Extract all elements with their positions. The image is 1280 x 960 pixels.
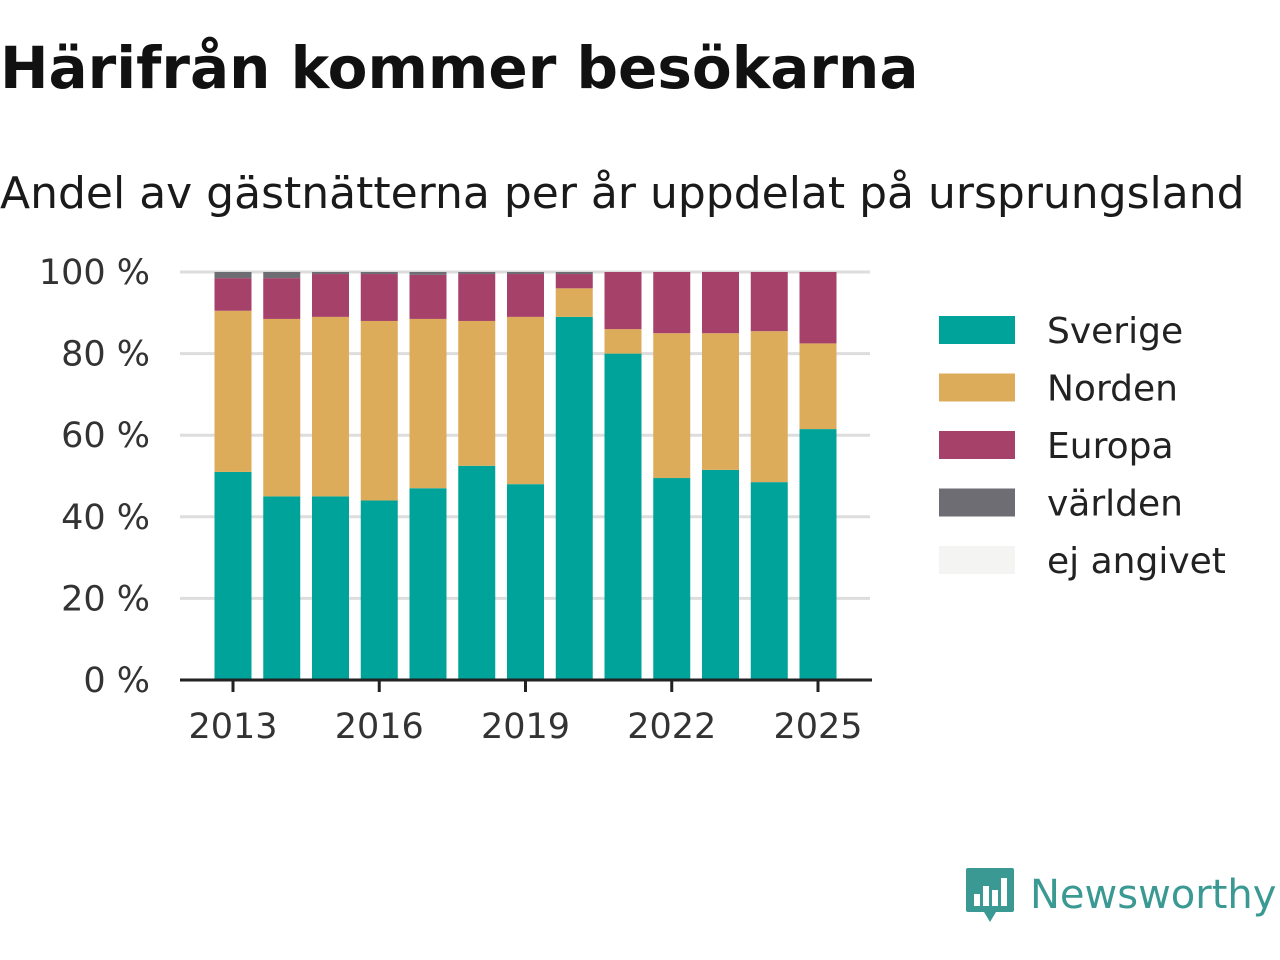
newsworthy-logo-icon [966,868,1014,922]
y-tick-label: 40 % [61,498,150,538]
bar-segment-Sverige [409,488,447,680]
bar-segment-Sverige [263,496,301,680]
bar-segment-världen [409,272,447,275]
bar-segment-världen [312,272,349,275]
bar-segment-Norden [507,316,544,485]
bar-segment-Europa [604,272,642,330]
bar-segment-Europa [263,278,301,319]
axes: 0 % 20 % 40 % 60 % 80 % 100 % 2013 2016 2019 2022… [39,253,872,747]
legend-swatch [939,546,1015,574]
bar-segment-Europa [507,274,544,317]
y-tick-label: 80 % [61,335,150,375]
y-tick-label: 20 % [61,579,150,619]
y-tick-label: 0 % [83,661,150,701]
bar-segment-Norden [799,343,837,430]
y-tick-label: 60 % [61,416,150,456]
bar-segment-Norden [263,318,301,497]
bar-segment-Norden [555,288,593,317]
legend-label: Sverige [1047,311,1183,352]
y-tick-label: 100 % [39,253,150,293]
bar-segment-världen [360,272,398,275]
bar-segment-Sverige [360,500,398,680]
bar-segment-Sverige [702,469,739,680]
legend-label: ej angivet [1047,541,1226,582]
legend-swatch [939,488,1015,517]
bar-segment-Europa [458,274,496,321]
legend-label: Europa [1047,426,1174,467]
bar-segment-Norden [409,318,447,489]
bar-segment-Norden [458,320,496,466]
bar-segment-Sverige [458,465,496,680]
bar-segment-Europa [409,274,447,319]
bar-segment-världen [555,272,593,275]
bar-segment-världen [507,272,544,275]
bar-segment-Norden [702,333,739,470]
page-subtitle: Andel av gästnätterna per år uppdelat på… [0,168,1245,219]
bar-segment-Europa [312,274,349,317]
bar-segment-Sverige [653,478,691,680]
bar-segment-Sverige [750,482,788,680]
bar-segment-Norden [750,331,788,483]
bar-segment-Sverige [214,471,252,680]
brand-name: Newsworthy [1030,872,1277,918]
bar-segment-Sverige [604,353,642,680]
page-title: Härifrån kommer besökarna [0,34,919,102]
bar-segment-Europa [653,272,691,334]
bar-segment-Europa [702,272,739,334]
bar-segment-Norden [653,333,691,479]
x-tick-label: 2016 [335,707,424,747]
bar-segment-världen [458,272,496,275]
bar-segment-Norden [360,320,398,501]
x-tick-label: 2022 [627,707,716,747]
legend-swatch [939,316,1015,344]
bar-segment-Europa [799,272,837,344]
x-tick-label: 2019 [481,707,570,747]
bar-segment-Norden [312,316,349,497]
bar-segment-Sverige [799,429,837,680]
bar-segment-Sverige [312,496,349,680]
legend-swatch [939,373,1015,402]
legend-label: världen [1047,484,1183,525]
bar-segment-Europa [750,272,788,332]
bar-segment-Europa [214,278,252,311]
bar-segment-världen [214,272,252,279]
legend-label: Norden [1047,369,1178,410]
legend: Sverige Norden Europa världen ej angivet [939,311,1226,582]
bars [214,272,837,680]
bar-segment-Norden [214,310,252,472]
bar-segment-Sverige [507,484,544,680]
bar-segment-världen [263,272,301,279]
bar-segment-Sverige [555,316,593,680]
brand[interactable]: Newsworthy [964,864,1276,926]
x-tick-label: 2025 [773,707,862,747]
bar-segment-Europa [360,274,398,321]
x-tick-label: 2013 [188,707,277,747]
bar-segment-Europa [555,274,593,289]
legend-swatch [939,431,1015,459]
bar-segment-Norden [604,329,642,354]
